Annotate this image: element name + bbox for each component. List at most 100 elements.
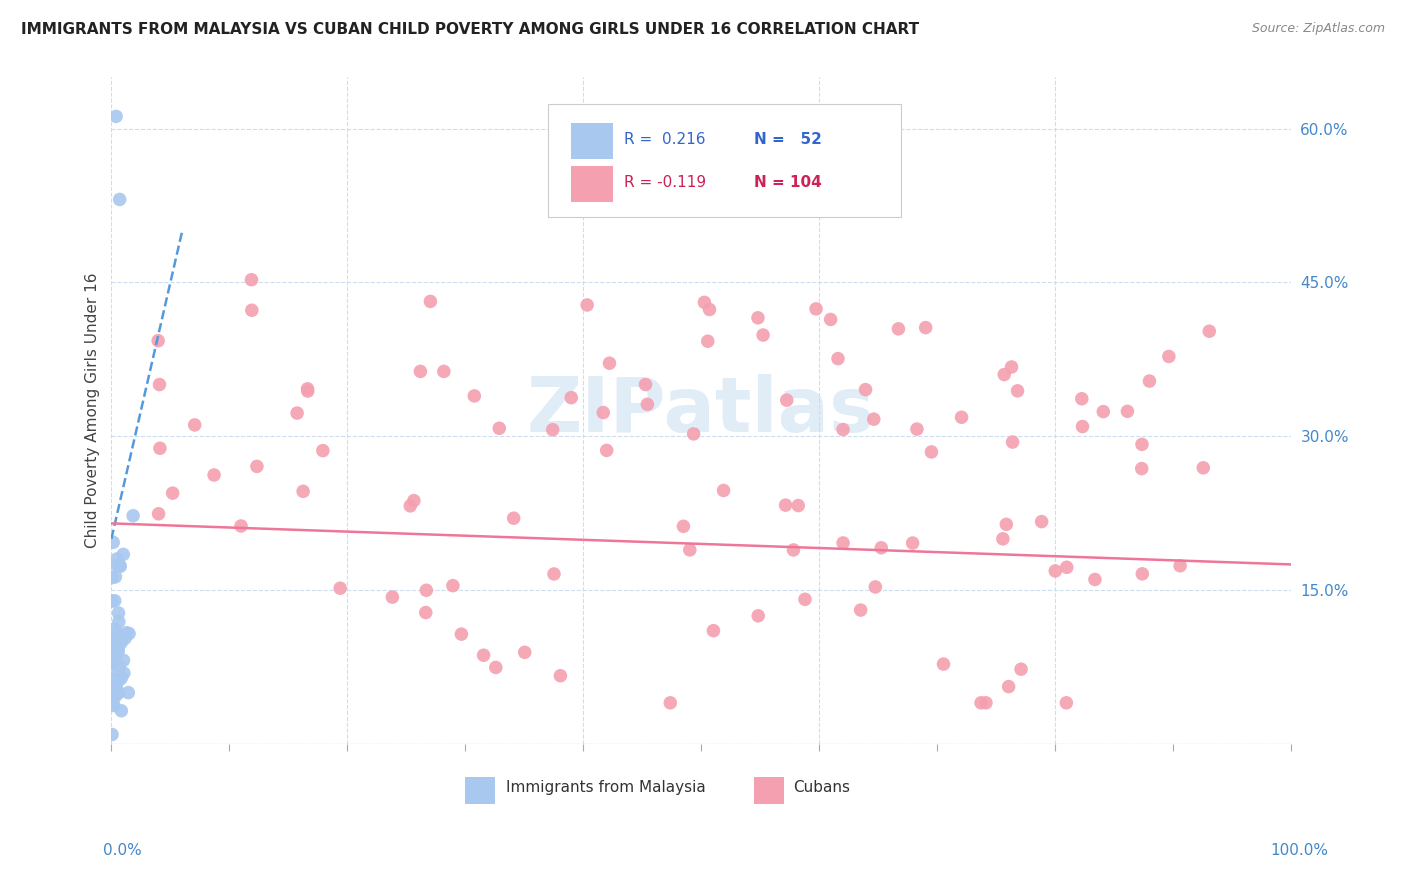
Point (693, 295, 716, 310)
Point (1116, 404, 1139, 418)
Point (995, 517, 1018, 532)
Point (1168, 558, 1191, 573)
Text: ZIPatlas: ZIPatlas (527, 374, 876, 448)
Point (576, 298, 599, 312)
Point (914, 320, 936, 334)
Y-axis label: Child Poverty Among Girls Under 16: Child Poverty Among Girls Under 16 (86, 273, 100, 549)
Point (297, 384, 319, 398)
Point (399, 499, 422, 513)
Point (696, 334, 718, 349)
Point (794, 592, 817, 607)
Point (101, 571, 124, 585)
Point (148, 377, 170, 392)
Point (103, 632, 125, 647)
Point (463, 389, 485, 403)
Point (1000, 359, 1022, 374)
Point (1056, 560, 1078, 574)
Point (901, 536, 924, 550)
Point (905, 422, 928, 436)
Point (101, 727, 124, 741)
Point (441, 579, 464, 593)
Point (103, 627, 125, 641)
Text: IMMIGRANTS FROM MALAYSIA VS CUBAN CHILD POVERTY AMONG GIRLS UNDER 16 CORRELATION: IMMIGRANTS FROM MALAYSIA VS CUBAN CHILD … (21, 22, 920, 37)
Point (101, 657, 124, 671)
Point (101, 657, 124, 671)
Point (776, 393, 799, 408)
Point (1092, 404, 1115, 418)
Point (103, 698, 125, 713)
Point (101, 594, 124, 608)
Point (598, 356, 620, 370)
Point (114, 632, 136, 646)
Point (107, 686, 129, 700)
FancyBboxPatch shape (571, 123, 613, 160)
Point (502, 511, 524, 525)
Point (312, 443, 335, 458)
Point (108, 615, 131, 629)
Point (543, 566, 565, 581)
Point (1031, 515, 1053, 529)
Point (118, 626, 141, 640)
Text: N =   52: N = 52 (754, 132, 823, 147)
Point (107, 644, 129, 658)
Point (672, 519, 695, 533)
Point (108, 659, 131, 673)
Point (112, 666, 135, 681)
Point (1010, 662, 1032, 676)
Point (991, 532, 1014, 546)
Point (101, 637, 124, 651)
Point (104, 570, 127, 584)
Point (148, 507, 170, 521)
Point (108, 193, 131, 207)
Point (105, 558, 128, 572)
Text: R = -0.119: R = -0.119 (624, 175, 706, 190)
Point (292, 484, 315, 499)
Point (110, 635, 132, 649)
Point (747, 310, 769, 325)
Point (246, 459, 269, 474)
Point (1130, 566, 1153, 581)
Point (1084, 573, 1107, 587)
Point (229, 519, 252, 533)
Point (827, 351, 849, 366)
Point (240, 303, 263, 318)
FancyBboxPatch shape (548, 104, 901, 218)
Point (105, 677, 128, 691)
Point (775, 498, 797, 512)
Point (832, 423, 855, 437)
Point (1007, 384, 1029, 398)
Point (920, 445, 942, 459)
Point (162, 486, 184, 500)
Point (713, 483, 735, 498)
Point (747, 608, 769, 623)
Point (1192, 460, 1215, 475)
Point (659, 696, 682, 710)
Point (1054, 696, 1077, 710)
Point (1139, 374, 1161, 388)
Text: Cubans: Cubans (793, 780, 851, 795)
Point (541, 423, 564, 437)
Point (110, 559, 132, 574)
Point (472, 648, 495, 663)
Point (103, 687, 125, 701)
Point (865, 580, 887, 594)
Point (415, 606, 437, 620)
Point (932, 657, 955, 671)
Point (820, 312, 842, 326)
Point (450, 627, 472, 641)
Point (592, 406, 614, 420)
Point (787, 499, 810, 513)
Point (112, 653, 135, 667)
Point (117, 685, 139, 699)
Point (595, 443, 617, 458)
Point (110, 672, 132, 686)
Text: 0.0%: 0.0% (103, 843, 142, 858)
Point (107, 642, 129, 657)
Point (993, 368, 1015, 382)
Point (887, 322, 910, 336)
Point (1130, 437, 1153, 451)
Point (1157, 350, 1180, 364)
Point (111, 628, 134, 642)
Point (679, 542, 702, 557)
Point (974, 696, 997, 710)
